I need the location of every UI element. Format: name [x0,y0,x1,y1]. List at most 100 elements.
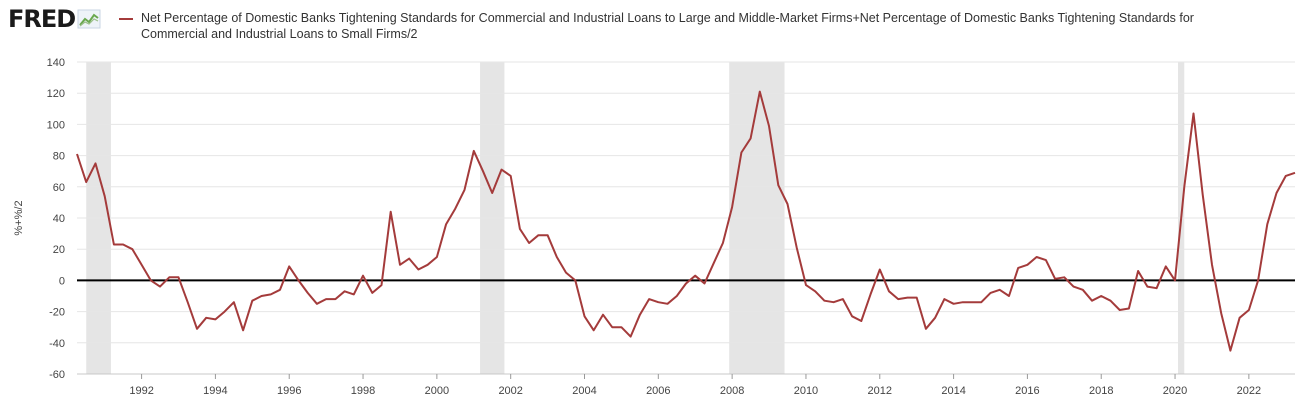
data-point[interactable] [185,299,191,305]
data-point[interactable] [1237,315,1243,321]
data-point[interactable] [1052,276,1058,282]
data-point[interactable] [1024,262,1030,268]
data-point[interactable] [674,293,680,299]
data-point[interactable] [120,242,126,248]
data-point[interactable] [812,288,818,294]
data-point[interactable] [295,277,301,283]
data-point[interactable] [563,270,569,276]
data-point[interactable] [692,273,698,279]
data-point[interactable] [904,295,910,301]
data-point[interactable] [1218,310,1224,316]
data-point[interactable] [1135,268,1141,274]
data-point[interactable] [222,309,228,315]
data-point[interactable] [434,254,440,260]
data-point[interactable] [785,201,791,207]
data-point[interactable] [609,324,615,330]
data-point[interactable] [840,296,846,302]
data-point[interactable] [1163,263,1169,269]
data-point[interactable] [582,313,588,319]
data-point[interactable] [628,334,634,340]
data-point[interactable] [323,296,329,302]
data-point[interactable] [203,315,209,321]
data-point[interactable] [748,135,754,141]
data-point[interactable] [831,299,837,305]
data-point[interactable] [1144,284,1150,290]
data-point[interactable] [720,240,726,246]
data-point[interactable] [969,299,975,305]
data-point[interactable] [637,312,643,318]
data-point[interactable] [729,204,735,210]
data-point[interactable] [923,326,929,332]
data-point[interactable] [157,284,163,290]
data-point[interactable] [1089,298,1095,304]
data-point[interactable] [139,262,145,268]
data-point[interactable] [1034,254,1040,260]
data-point[interactable] [535,232,541,238]
data-point[interactable] [498,167,504,173]
data-point[interactable] [895,296,901,302]
data-point[interactable] [951,301,957,307]
data-point[interactable] [572,277,578,283]
data-point[interactable] [194,326,200,332]
data-point[interactable] [988,290,994,296]
data-point[interactable] [997,287,1003,293]
data-point[interactable] [738,149,744,155]
data-point[interactable] [1107,298,1113,304]
data-point[interactable] [1061,274,1067,280]
data-point[interactable] [1264,221,1270,227]
data-point[interactable] [489,190,495,196]
data-point[interactable] [665,301,671,307]
data-point[interactable] [1292,170,1298,176]
data-point[interactable] [102,193,108,199]
data-point[interactable] [618,324,624,330]
data-point[interactable] [683,281,689,287]
data-point[interactable] [148,277,154,283]
data-point[interactable] [1246,307,1252,313]
data-point[interactable] [1006,293,1012,299]
data-point[interactable] [212,316,218,322]
data-point[interactable] [259,293,265,299]
data-point[interactable] [249,298,255,304]
data-point[interactable] [868,291,874,297]
data-point[interactable] [1080,287,1086,293]
data-point[interactable] [877,266,883,272]
data-point[interactable] [508,173,514,179]
data-point[interactable] [74,151,80,157]
data-point[interactable] [711,260,717,266]
data-point[interactable] [1098,293,1104,299]
data-point[interactable] [517,226,523,232]
data-point[interactable] [1274,190,1280,196]
data-point[interactable] [1071,284,1077,290]
data-point[interactable] [268,291,274,297]
data-point[interactable] [1015,265,1021,271]
data-point[interactable] [92,160,98,166]
data-point[interactable] [425,262,431,268]
data-point[interactable] [305,290,311,296]
data-point[interactable] [1043,257,1049,263]
data-point[interactable] [231,299,237,305]
data-point[interactable] [415,266,421,272]
data-point[interactable] [1283,173,1289,179]
data-point[interactable] [443,221,449,227]
data-point[interactable] [277,287,283,293]
data-point[interactable] [351,291,357,297]
data-point[interactable] [314,301,320,307]
data-point[interactable] [176,274,182,280]
data-point[interactable] [397,262,403,268]
series-line[interactable] [76,90,1296,352]
data-point[interactable] [655,299,661,305]
data-point[interactable] [803,282,809,288]
data-point[interactable] [332,296,338,302]
data-point[interactable] [886,288,892,294]
data-point[interactable] [1172,277,1178,283]
data-point[interactable] [129,246,135,252]
data-point[interactable] [646,296,652,302]
data-point[interactable] [914,295,920,301]
data-point[interactable] [1200,192,1206,198]
data-point[interactable] [766,123,772,129]
data-point[interactable] [111,242,117,248]
data-point[interactable] [166,274,172,280]
data-point[interactable] [342,288,348,294]
data-point[interactable] [757,89,763,95]
